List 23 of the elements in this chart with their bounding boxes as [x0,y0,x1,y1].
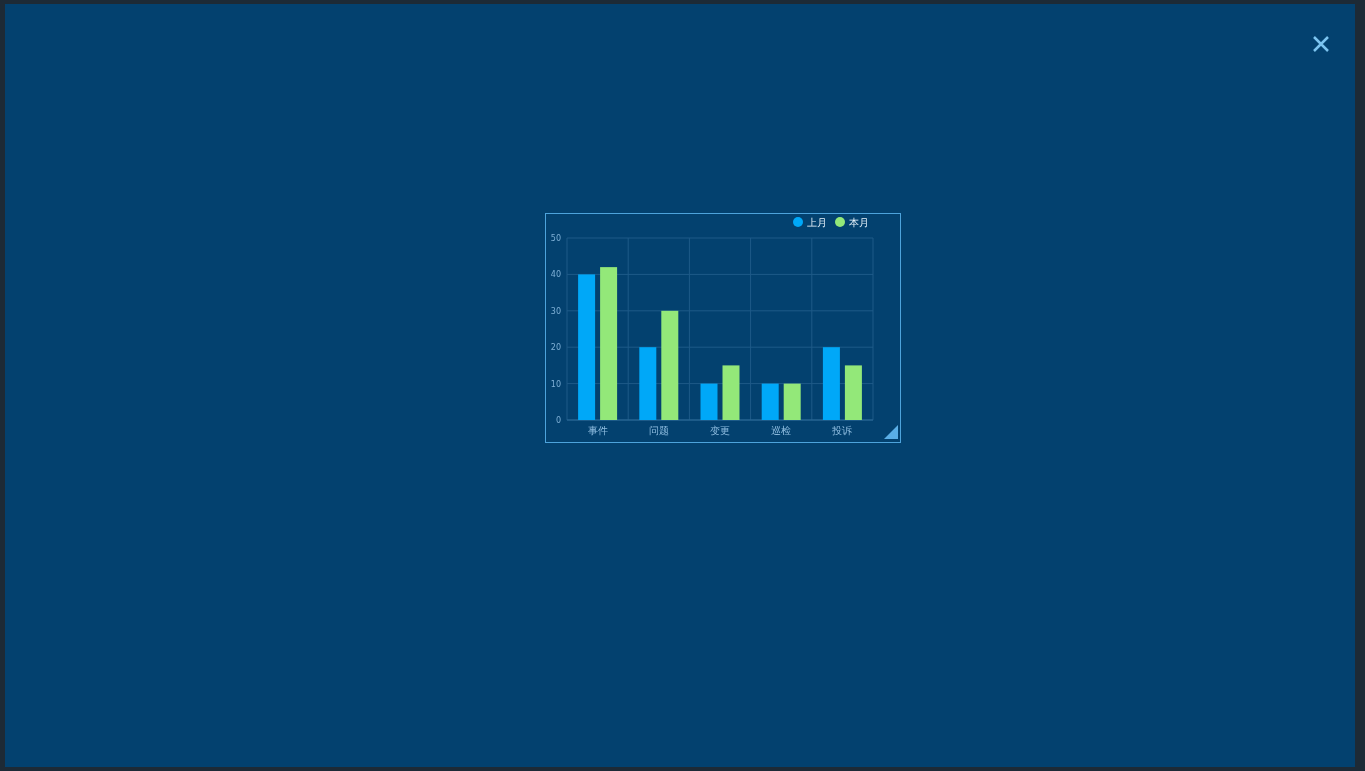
bar [700,383,718,420]
y-tick-label: 30 [550,306,561,316]
x-tick-label: 变更 [710,425,730,436]
bar [661,310,679,420]
bar [822,347,840,420]
x-tick-label: 投诉 [831,425,853,436]
bar [844,365,862,420]
y-tick-label: 0 [555,416,561,425]
x-tick-label: 巡检 [771,425,792,436]
bar [722,365,740,420]
y-tick-label: 50 [550,234,561,243]
y-tick-label: 10 [550,379,561,389]
bar [639,347,657,420]
bar [761,383,779,420]
bar [578,274,596,420]
x-tick-label: 问题 [648,425,669,436]
y-tick-label: 20 [550,343,561,353]
legend-label: 本月 [849,217,869,228]
legend-label: 上月 [807,217,827,228]
x-tick-label: 事件 [587,425,608,436]
bar [600,267,618,420]
y-tick-label: 40 [550,270,561,280]
bar [783,383,801,420]
